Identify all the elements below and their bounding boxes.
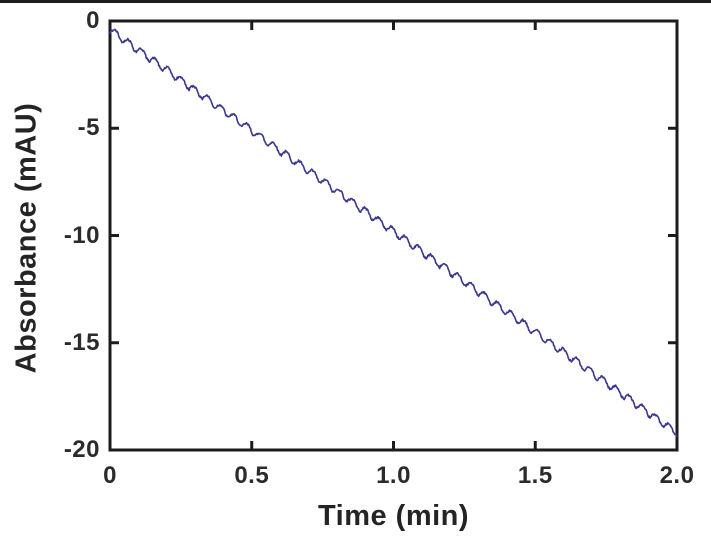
top-edge-artifact	[0, 0, 711, 3]
y-tick-label: -15	[63, 328, 100, 356]
x-tick-label: 1.5	[517, 462, 553, 489]
plot-border	[108, 19, 679, 452]
y-tick-label: 0	[86, 7, 100, 34]
x-tick-label: 2.0	[659, 462, 695, 489]
x-tick-label: 1.0	[376, 462, 411, 489]
y-axis-label: Absorbance (mAU)	[10, 102, 43, 373]
y-tick-label: -10	[63, 221, 100, 249]
x-tick-label: 0	[103, 462, 117, 489]
y-tick-label: -20	[63, 436, 100, 463]
x-tick-label: 0.5	[234, 462, 270, 489]
x-axis-label: Time (min)	[317, 500, 470, 532]
absorbance-trace	[109, 28, 678, 438]
y-tick-label: -5	[77, 114, 100, 142]
